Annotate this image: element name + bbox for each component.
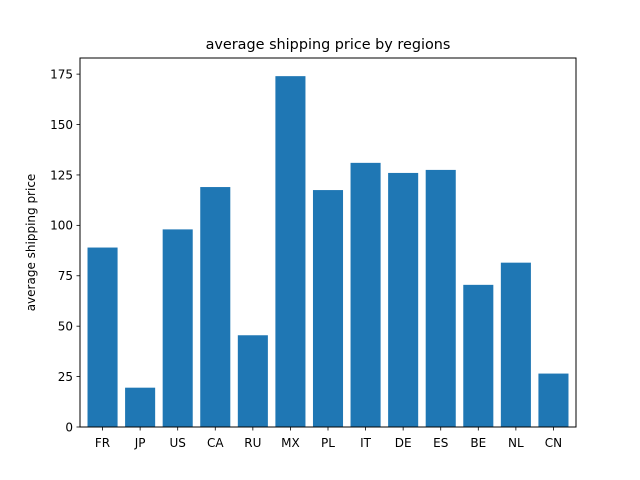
bar-ru bbox=[237, 335, 268, 427]
x-tick-label: CA bbox=[207, 436, 224, 450]
x-tick-label: BE bbox=[470, 436, 486, 450]
x-tick-label: JP bbox=[134, 436, 146, 450]
x-tick-label: PL bbox=[321, 436, 335, 450]
chart-title: average shipping price by regions bbox=[206, 37, 451, 53]
y-axis-title: average shipping price bbox=[24, 174, 38, 312]
bars-layer bbox=[87, 76, 569, 428]
bar-de bbox=[388, 172, 419, 427]
y-tick-label: 0 bbox=[65, 420, 73, 434]
y-tick-label: 125 bbox=[50, 168, 73, 182]
x-axis: FR JP US CA RU MX PL IT DE ES BE NL CN bbox=[95, 427, 562, 450]
x-tick-label: MX bbox=[281, 436, 300, 450]
y-tick-label: 25 bbox=[58, 370, 73, 384]
x-tick-label: ES bbox=[433, 436, 448, 450]
x-tick-label: DE bbox=[395, 436, 412, 450]
x-tick-label: NL bbox=[508, 436, 524, 450]
y-axis: 0 25 50 75 100 125 150 175 bbox=[50, 67, 80, 434]
bar-mx bbox=[275, 76, 306, 428]
y-tick-label: 100 bbox=[50, 219, 73, 233]
y-tick-label: 50 bbox=[58, 319, 73, 333]
bar-nl bbox=[500, 262, 531, 427]
y-tick-label: 175 bbox=[50, 67, 73, 81]
x-tick-label: CN bbox=[545, 436, 562, 450]
bar-fr bbox=[87, 247, 118, 427]
x-tick-label: IT bbox=[360, 436, 372, 450]
x-tick-label: FR bbox=[95, 436, 110, 450]
x-tick-label: US bbox=[169, 436, 185, 450]
y-tick-label: 150 bbox=[50, 118, 73, 132]
bar-it bbox=[350, 162, 381, 427]
y-tick-label: 75 bbox=[58, 269, 73, 283]
bar-ca bbox=[200, 187, 231, 427]
bar-jp bbox=[125, 387, 156, 427]
x-tick-label: RU bbox=[244, 436, 261, 450]
bar-cn bbox=[538, 373, 569, 427]
bar-us bbox=[162, 229, 193, 427]
bar-pl bbox=[312, 190, 344, 427]
bar-be bbox=[463, 284, 494, 427]
bar-es bbox=[425, 169, 456, 427]
